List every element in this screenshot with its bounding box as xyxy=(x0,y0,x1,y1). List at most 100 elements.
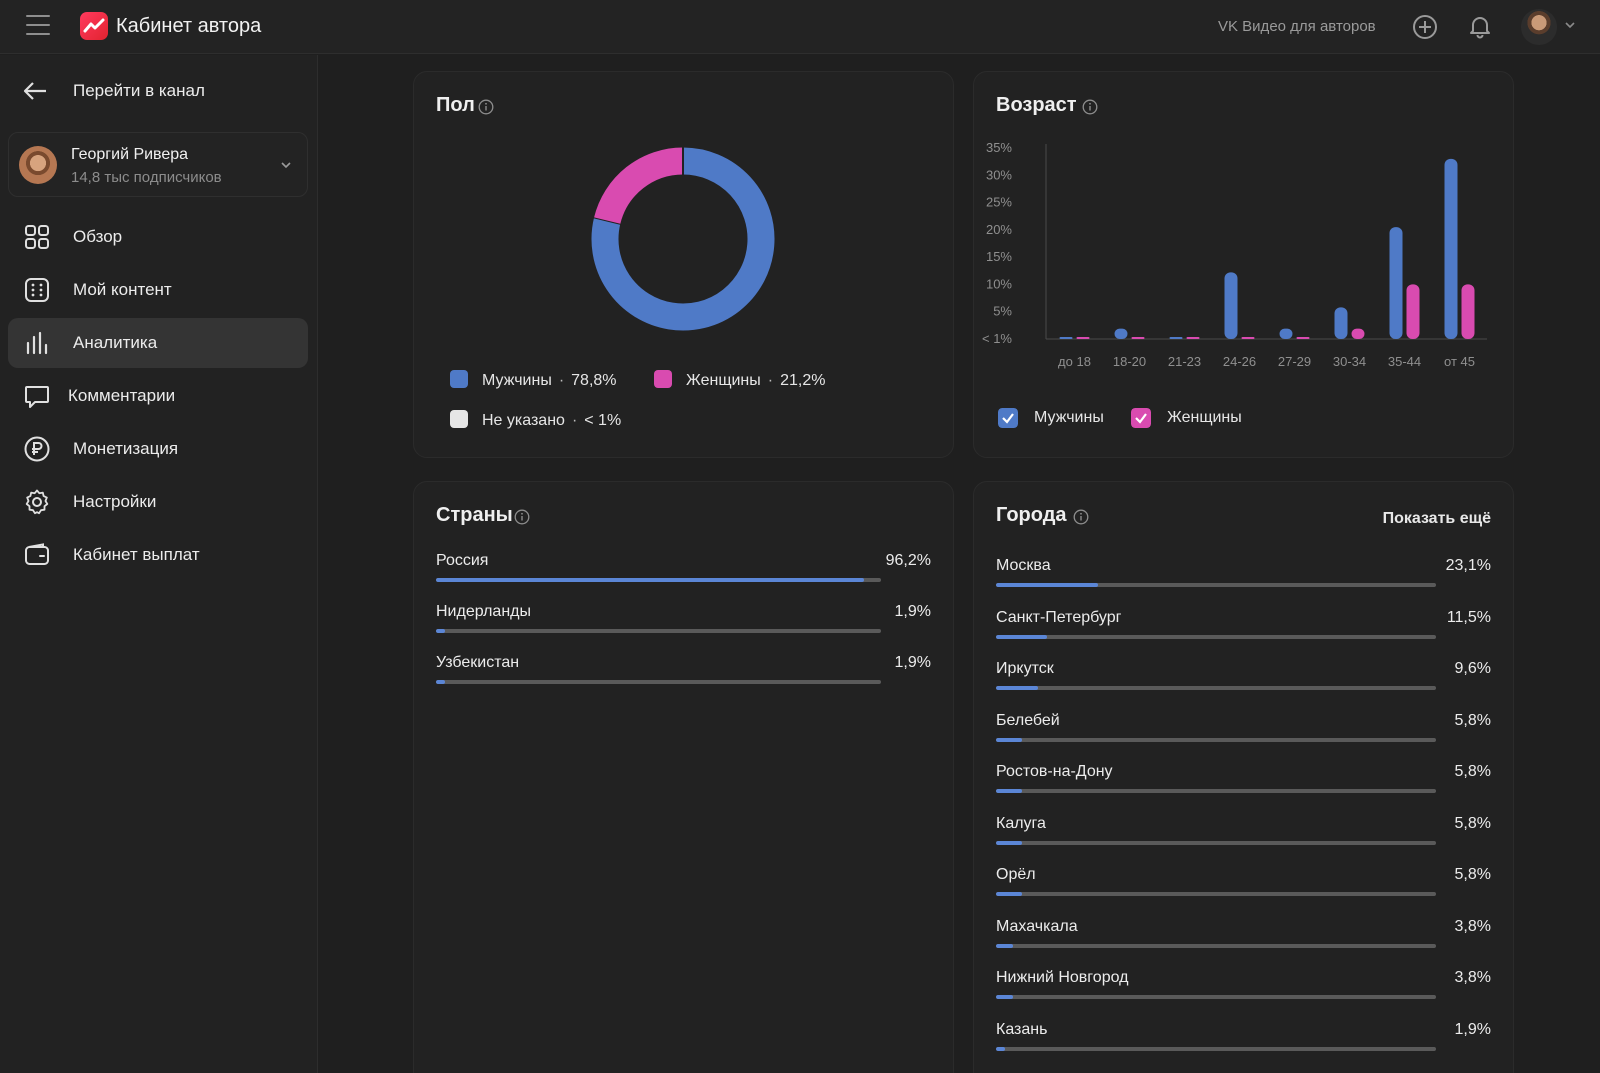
city-row-name: Калуга xyxy=(996,814,1046,832)
city-row-name: Иркутск xyxy=(996,660,1054,677)
city-row: Нижний Новгород 3,8% xyxy=(996,969,1491,1005)
city-row-track xyxy=(996,583,1436,587)
grid-icon xyxy=(25,225,49,249)
y-tick-label: 35% xyxy=(986,140,1012,155)
bar-female[interactable] xyxy=(1296,337,1310,339)
city-row-percent: 5,8% xyxy=(1454,763,1491,780)
city-row-percent: 23,1% xyxy=(1445,557,1491,574)
city-row: Калуга 5,8% xyxy=(996,815,1491,851)
y-tick-label: 30% xyxy=(986,167,1012,182)
city-row-percent: 1,9% xyxy=(1454,1020,1491,1038)
user-avatar[interactable] xyxy=(1521,9,1557,45)
x-tick-label: 35-44 xyxy=(1388,354,1421,369)
city-row: Иркутск 9,6% xyxy=(996,660,1491,696)
sidebar-item-label: Обзор xyxy=(73,227,123,246)
x-tick-label: 21-23 xyxy=(1168,354,1201,369)
app-logo[interactable] xyxy=(80,12,108,40)
country-row-name: Узбекистан xyxy=(436,654,520,671)
bar-female[interactable] xyxy=(1131,337,1145,339)
add-icon[interactable] xyxy=(1412,14,1438,40)
countries-card: Страны Россия 96,2% Нидерланды 1,9% Узбекист… xyxy=(413,481,954,1073)
city-row: Ростов-на-Дону 5,8% xyxy=(996,763,1491,799)
legend-label: Не указано xyxy=(482,412,565,429)
city-row-name: Орёл xyxy=(996,866,1036,883)
sidebar-item-monetization[interactable]: Монетизация xyxy=(8,424,308,474)
city-row-percent: 5,8% xyxy=(1454,711,1491,729)
sidebar-item-overview[interactable]: Обзор xyxy=(8,212,308,262)
legend-item-unspecified: Не указано · < 1% xyxy=(450,410,621,430)
age-bar-chart: < 1% 5% 10% 15% 20% 25% 30% 35% до 18 18-20 21-23 2… xyxy=(982,140,1487,369)
checkbox-male[interactable] xyxy=(998,408,1018,428)
donut-slice-1 xyxy=(594,147,684,225)
city-row-fill xyxy=(996,686,1039,690)
city-row-name: Санкт-Петербург xyxy=(996,608,1122,626)
bar-male[interactable] xyxy=(1114,328,1128,339)
vk-video-link[interactable]: VK Видео для авторов xyxy=(1218,18,1376,35)
bar-male[interactable] xyxy=(1224,272,1238,339)
city-row-fill xyxy=(996,892,1022,896)
checkbox-female[interactable] xyxy=(1131,408,1151,428)
y-tick-label: 20% xyxy=(986,222,1012,237)
sidebar-item-payouts[interactable]: Кабинет выплат xyxy=(8,530,308,580)
sidebar-item-settings[interactable]: Настройки xyxy=(8,477,308,527)
city-row-percent: 5,8% xyxy=(1454,866,1491,883)
chevron-down-icon[interactable] xyxy=(1563,18,1577,32)
bar-female[interactable] xyxy=(1406,284,1420,339)
city-row-fill xyxy=(996,995,1013,999)
country-row-fill xyxy=(436,680,445,684)
sidebar-item-my-content[interactable]: Мой контент xyxy=(8,265,308,315)
bar-male[interactable] xyxy=(1279,328,1293,339)
sidebar-item-analytics[interactable]: Аналитика xyxy=(8,318,308,368)
x-tick-label: 27-29 xyxy=(1278,354,1311,369)
channel-switcher[interactable]: Георгий Ривера 14,8 тыс подписчиков xyxy=(8,132,308,197)
legend-swatch xyxy=(450,370,468,388)
city-row-name: Ростов-на-Дону xyxy=(996,763,1113,780)
bar-female[interactable] xyxy=(1186,337,1200,339)
checkbox-male-label: Мужчины xyxy=(1034,409,1104,426)
legend-value: 21,2% xyxy=(780,372,826,389)
city-row-fill xyxy=(996,789,1022,793)
city-row-track xyxy=(996,789,1436,793)
city-row-fill xyxy=(996,583,1098,587)
back-to-channel-link[interactable]: Перейти в канал xyxy=(22,77,302,105)
city-row-name: Махачкала xyxy=(996,917,1078,935)
city-row-fill xyxy=(996,634,1047,639)
info-icon[interactable] xyxy=(1073,509,1089,525)
channel-subscribers: 14,8 тыс подписчиков xyxy=(71,169,222,186)
sidebar-item-comments[interactable]: Комментарии xyxy=(8,371,308,421)
bar-female[interactable] xyxy=(1461,284,1475,339)
y-tick-label: 5% xyxy=(993,304,1012,319)
bar-male[interactable] xyxy=(1059,337,1073,339)
bar-female[interactable] xyxy=(1076,337,1090,339)
age-card: Возраст < 1% 5% 10% 15% 20% 25% 30% 35% до 18 18-… xyxy=(973,71,1514,458)
x-tick-label: до 18 xyxy=(1058,354,1091,369)
gender-donut-chart xyxy=(591,147,775,331)
bar-female[interactable] xyxy=(1241,337,1255,339)
menu-icon[interactable] xyxy=(26,15,50,37)
city-row: Орёл 5,8% xyxy=(996,866,1491,902)
bar-male[interactable] xyxy=(1444,158,1458,339)
city-row-track xyxy=(996,892,1436,896)
bell-icon[interactable] xyxy=(1467,13,1493,39)
x-tick-label: 18-20 xyxy=(1113,354,1146,369)
y-tick-label: 10% xyxy=(986,276,1012,291)
back-to-channel-label: Перейти в канал xyxy=(73,81,205,100)
bar-female[interactable] xyxy=(1351,328,1365,339)
city-row-percent: 9,6% xyxy=(1454,660,1491,677)
bar-male[interactable] xyxy=(1169,337,1183,339)
country-row-percent: 1,9% xyxy=(894,654,931,671)
donut-slice-0 xyxy=(591,147,775,331)
city-row-fill xyxy=(996,943,1013,948)
legend-item-female: Женщины · 21,2% xyxy=(654,370,825,390)
info-icon[interactable] xyxy=(1082,99,1098,115)
bar-male[interactable] xyxy=(1389,227,1403,339)
city-row-percent: 3,8% xyxy=(1454,969,1491,986)
bar-male[interactable] xyxy=(1334,307,1348,339)
country-row-name: Россия xyxy=(436,552,489,569)
info-icon[interactable] xyxy=(478,99,494,115)
city-row-track xyxy=(996,634,1436,639)
city-row: Москва 23,1% xyxy=(996,557,1491,593)
show-more-button[interactable]: Показать ещё xyxy=(1382,510,1491,527)
info-icon[interactable] xyxy=(514,509,530,525)
y-tick-label: 25% xyxy=(986,195,1012,210)
